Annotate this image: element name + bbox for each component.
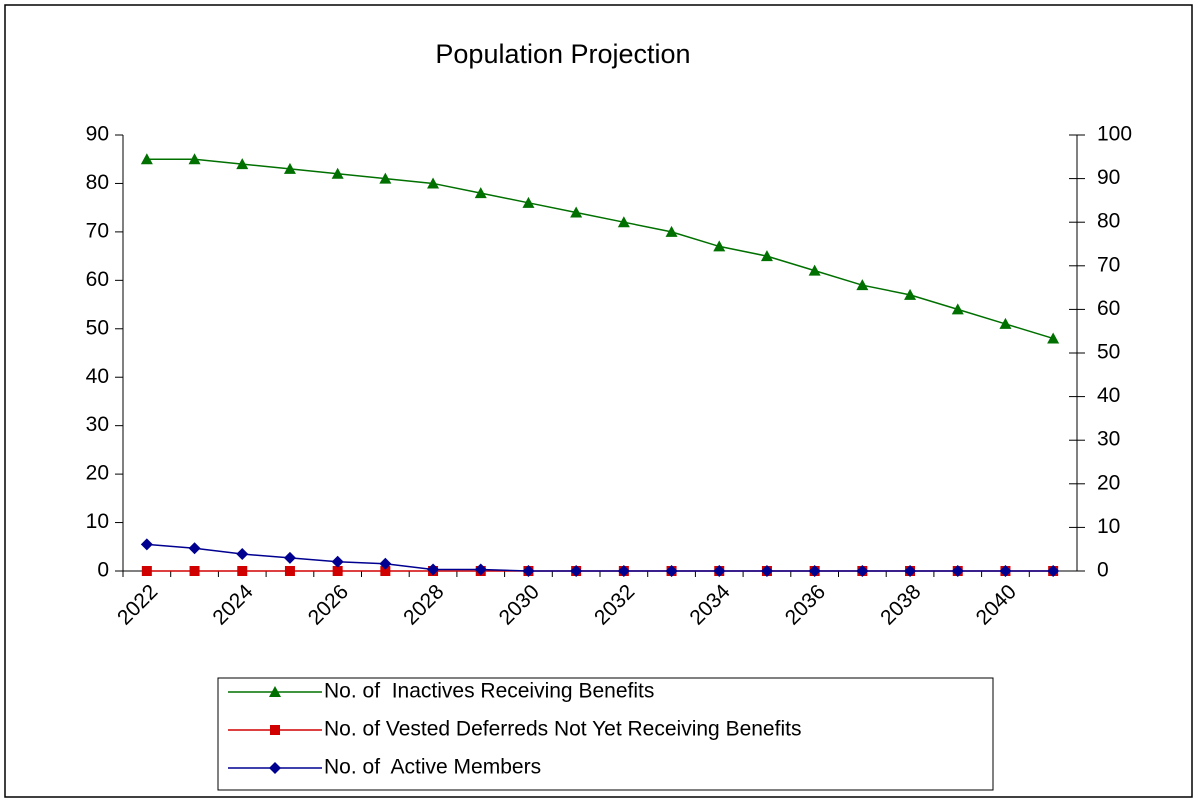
data-point	[999, 565, 1012, 577]
series-line	[146, 543, 1054, 572]
data-point	[189, 566, 200, 576]
y2-tick-label: 100	[1097, 123, 1132, 146]
data-point	[808, 565, 821, 577]
data-point	[856, 565, 869, 577]
y-tick-label: 0	[97, 559, 109, 582]
data-point	[331, 555, 344, 568]
chart-title: Population Projection	[435, 39, 690, 69]
y2-tick-label: 30	[1097, 428, 1120, 451]
data-point	[856, 279, 869, 291]
legend-marker	[269, 686, 281, 697]
data-point	[570, 206, 583, 218]
data-point	[713, 565, 726, 577]
data-point	[713, 240, 726, 252]
data-point	[522, 565, 535, 577]
legend-label: No. of Active Members	[324, 756, 541, 779]
data-point	[665, 225, 678, 237]
y2-tick-label: 80	[1097, 210, 1120, 233]
data-point	[570, 565, 583, 577]
data-point	[141, 566, 152, 576]
legend-label: No. of Vested Deferreds Not Yet Receivin…	[324, 718, 801, 741]
data-point	[283, 162, 296, 174]
data-point	[332, 566, 343, 576]
y-tick-label: 70	[86, 219, 109, 242]
data-point	[951, 565, 964, 577]
y-tick-label: 50	[86, 316, 109, 339]
y2-tick-label: 90	[1097, 166, 1120, 189]
data-point	[760, 250, 773, 262]
data-point	[140, 153, 153, 165]
y2-tick-label: 40	[1097, 384, 1120, 407]
data-point	[237, 566, 248, 576]
data-point	[188, 542, 201, 555]
data-point	[1047, 565, 1060, 577]
data-point	[904, 288, 917, 300]
y2-tick-label: 10	[1097, 515, 1120, 538]
data-point	[236, 548, 249, 561]
data-point	[904, 565, 917, 577]
series-line	[146, 158, 1054, 340]
legend-marker	[270, 725, 280, 735]
legend-label: No. of Inactives Receiving Benefits	[324, 680, 654, 703]
data-point	[331, 167, 344, 179]
data-point	[665, 565, 678, 577]
data-point	[427, 177, 440, 189]
chart-border	[4, 4, 1193, 798]
y2-tick-label: 20	[1097, 471, 1120, 494]
data-point	[808, 264, 821, 276]
y-tick-label: 40	[86, 365, 109, 388]
data-point	[474, 187, 487, 199]
data-point	[140, 538, 153, 551]
data-point	[283, 551, 296, 564]
data-point	[379, 557, 392, 570]
y2-tick-label: 50	[1097, 341, 1120, 364]
data-point	[427, 563, 440, 576]
data-point	[188, 153, 201, 165]
y2-tick-label: 60	[1097, 297, 1120, 320]
y2-tick-label: 70	[1097, 253, 1120, 276]
data-point	[236, 158, 249, 170]
data-point	[522, 196, 535, 208]
y-tick-label: 30	[86, 413, 109, 436]
data-point	[760, 565, 773, 577]
data-point	[951, 303, 964, 315]
y-tick-label: 20	[86, 462, 109, 485]
y-tick-label: 90	[86, 123, 109, 146]
data-point	[1047, 332, 1060, 344]
data-point	[379, 172, 392, 184]
data-point	[284, 566, 295, 576]
data-point	[617, 565, 630, 577]
data-point	[380, 566, 391, 576]
y-tick-label: 80	[86, 171, 109, 194]
y-tick-label: 60	[86, 268, 109, 291]
y2-tick-label: 0	[1097, 559, 1109, 582]
y-tick-label: 10	[86, 510, 109, 533]
legend	[217, 677, 994, 791]
legend-marker	[269, 762, 281, 774]
data-point	[999, 317, 1012, 329]
data-point	[617, 216, 630, 228]
data-point	[474, 563, 487, 576]
